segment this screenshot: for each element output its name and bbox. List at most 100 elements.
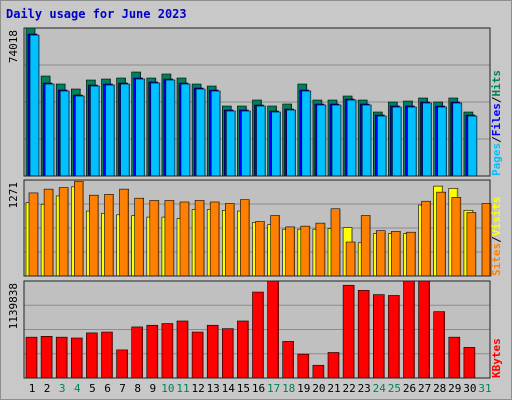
x-tick-label-day-6: 6 <box>104 382 111 395</box>
visits-bar-sites-day-23 <box>360 215 371 277</box>
visits-bar-sites-day-27 <box>421 200 431 277</box>
x-tick-label-day-4: 4 <box>74 382 81 395</box>
hits-bar-pages-day-20 <box>316 104 327 177</box>
x-tick-label-day-9: 9 <box>149 382 156 395</box>
max-label-kbytes: 1139838 <box>7 283 20 329</box>
kbytes-bar-kbytes-day-23 <box>357 290 370 379</box>
x-tick-label-day-14: 14 <box>222 382 236 395</box>
x-tick-label-day-22: 22 <box>342 382 355 395</box>
kbytes-bar-kbytes-day-1 <box>25 336 38 379</box>
x-tick-label-day-8: 8 <box>134 382 141 395</box>
kbytes-bar-kbytes-day-16 <box>252 291 264 379</box>
hits-bar-pages-day-17 <box>271 111 281 177</box>
visits-bar-sites-day-10 <box>164 200 175 277</box>
x-tick-label-day-3: 3 <box>59 382 66 395</box>
hits-bar-pages-day-21 <box>331 104 342 177</box>
x-tick-label-day-26: 26 <box>403 382 416 395</box>
kbytes-bar-kbytes-day-2 <box>40 336 53 379</box>
visits-bar-sites-day-30 <box>466 212 477 277</box>
legend-item-hits: Hits <box>490 70 503 97</box>
x-tick-label-day-16: 16 <box>252 382 265 395</box>
x-tick-label-day-17: 17 <box>267 382 280 395</box>
visits-bar-sites-day-16 <box>255 221 265 277</box>
kbytes-bar-kbytes-day-18 <box>282 341 295 379</box>
hits-bar-pages-day-12 <box>195 88 206 177</box>
legend-separator: / <box>490 236 503 243</box>
legend-separator: / <box>490 96 503 103</box>
x-tick-label-day-12: 12 <box>191 382 204 395</box>
kbytes-bar-kbytes-day-13 <box>206 324 219 379</box>
hits-bar-pages-day-14 <box>226 110 236 177</box>
x-tick-label-day-24: 24 <box>373 382 387 395</box>
hits-bar-pages-day-11 <box>180 83 191 177</box>
x-tick-label-day-25: 25 <box>388 382 401 395</box>
hits-bar-pages-day-2 <box>44 83 55 177</box>
hits-bar-pages-day-18 <box>286 109 297 177</box>
visits-bar-sites-day-20 <box>315 222 326 277</box>
x-tick-label-day-31: 31 <box>478 382 491 395</box>
x-tick-label-day-30: 30 <box>463 382 476 395</box>
visits-bar-sites-day-28 <box>436 191 447 277</box>
kbytes-bar-kbytes-day-15 <box>237 320 249 379</box>
kbytes-bar-kbytes-day-6 <box>101 331 113 379</box>
visits-bar-sites-day-22 <box>345 241 356 277</box>
visits-bar-sites-day-6 <box>104 194 114 277</box>
kbytes-bar-kbytes-day-12 <box>191 331 204 379</box>
visits-bar-sites-day-17 <box>270 215 280 277</box>
x-tick-label-day-1: 1 <box>29 382 36 395</box>
visits-bar-sites-day-15 <box>240 199 250 277</box>
kbytes-bar-kbytes-day-29 <box>448 336 461 379</box>
chart-title: Daily usage for June 2023 <box>6 7 187 21</box>
hits-bar-pages-day-7 <box>120 83 130 177</box>
hits-bar-pages-day-25 <box>392 106 402 177</box>
hits-bar-pages-day-22 <box>346 99 357 177</box>
hits-bar-pages-day-23 <box>361 104 372 177</box>
x-tick-label-day-2: 2 <box>44 382 51 395</box>
max-label-visits: 1271 <box>7 182 20 209</box>
legend-item-pages: Pages <box>490 143 503 176</box>
x-tick-label-day-29: 29 <box>448 382 461 395</box>
x-tick-label-day-21: 21 <box>327 382 340 395</box>
x-tick-label-day-27: 27 <box>418 382 431 395</box>
hits-bar-pages-day-19 <box>301 90 312 177</box>
legend-hits: Pages/Files/Hits <box>490 70 503 176</box>
hits-bar-pages-day-6 <box>105 84 115 177</box>
kbytes-bar-kbytes-day-14 <box>222 328 234 379</box>
hits-bar-pages-day-28 <box>437 106 448 177</box>
kbytes-bar-kbytes-day-24 <box>372 294 385 379</box>
kbytes-bar-kbytes-day-25 <box>388 295 400 379</box>
visits-bar-sites-day-29 <box>451 197 462 277</box>
kbytes-bar-kbytes-day-28 <box>433 311 446 379</box>
kbytes-bar-kbytes-day-11 <box>176 320 189 379</box>
x-tick-label-day-19: 19 <box>297 382 310 395</box>
x-tick-label-day-20: 20 <box>312 382 325 395</box>
legend-item-visits: Visits <box>490 197 503 237</box>
legend-separator: / <box>490 136 503 143</box>
visits-bar-sites-day-5 <box>89 194 99 277</box>
kbytes-bar-kbytes-day-17 <box>267 280 279 379</box>
x-tick-label-day-7: 7 <box>119 382 126 395</box>
x-tick-label-day-10: 10 <box>161 382 174 395</box>
hits-bar-pages-day-4 <box>75 95 85 177</box>
legend-visits: Sites/Visits <box>490 197 503 277</box>
hits-bar-pages-day-26 <box>407 106 417 177</box>
visits-bar-sites-day-14 <box>225 203 235 277</box>
legend-item-sites: Sites <box>490 243 503 276</box>
hits-bar-pages-day-1 <box>29 34 40 177</box>
kbytes-bar-kbytes-day-26 <box>403 280 415 379</box>
hits-bar-pages-day-30 <box>467 115 478 177</box>
plot-border-kbytes <box>23 280 491 379</box>
kbytes-bar-kbytes-day-9 <box>146 324 159 379</box>
visits-bar-sites-day-26 <box>406 231 416 277</box>
kbytes-bar-kbytes-day-10 <box>161 323 174 379</box>
legend-item-kbytes: KBytes <box>490 338 503 378</box>
x-tick-label-day-11: 11 <box>176 382 189 395</box>
visits-bar-sites-day-8 <box>134 197 144 277</box>
visits-bar-sites-day-19 <box>300 225 311 277</box>
plot-border-hits <box>23 27 491 177</box>
kbytes-bar-kbytes-day-22 <box>342 284 355 379</box>
plot-border-visits <box>23 179 491 277</box>
visits-bar-sites-day-11 <box>179 201 190 277</box>
hits-bar-pages-day-16 <box>256 105 266 177</box>
x-tick-label-day-18: 18 <box>282 382 295 395</box>
